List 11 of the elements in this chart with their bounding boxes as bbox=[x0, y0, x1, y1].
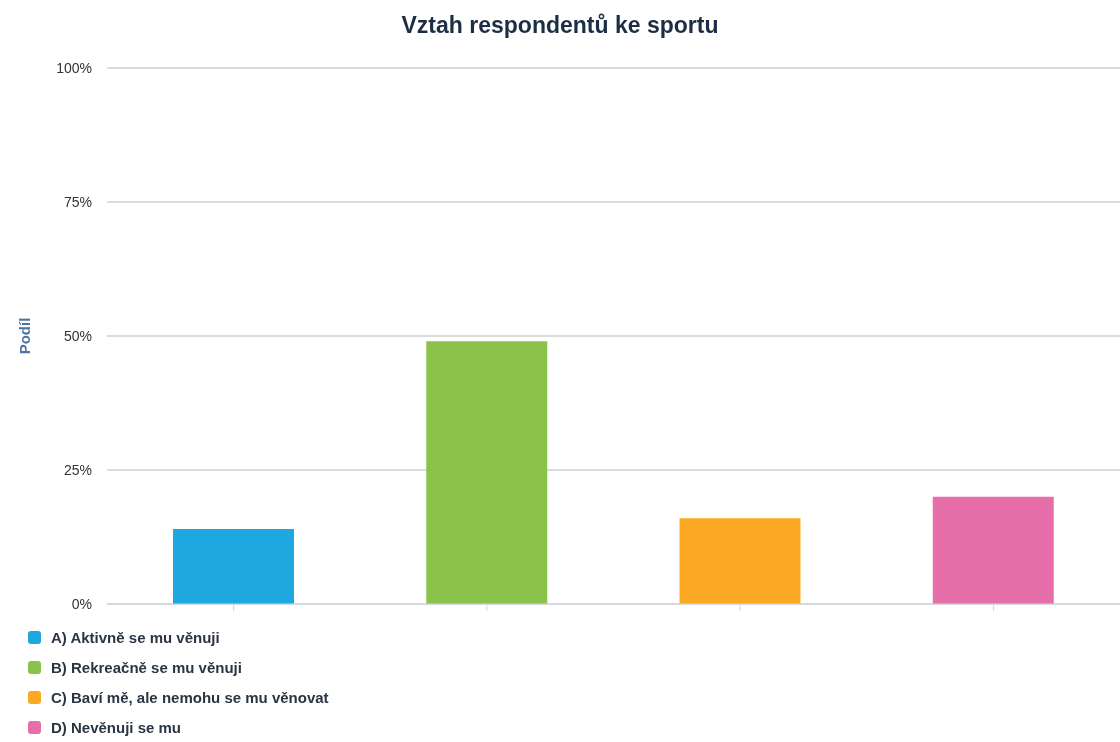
legend-label: D) Nevěnuji se mu bbox=[51, 718, 182, 736]
y-tick-label: 50% bbox=[63, 327, 92, 344]
legend-label: C) Baví mě, ale nemohu se mu věnovat bbox=[51, 688, 329, 706]
y-axis-title: Podíl bbox=[15, 317, 33, 355]
y-tick-label: 25% bbox=[63, 461, 92, 478]
y-tick-label: 100% bbox=[56, 59, 92, 76]
y-tick-label: 75% bbox=[63, 193, 92, 210]
chart-title: Vztah respondentů ke sportu bbox=[400, 12, 720, 39]
legend-label: A) Aktivně se mu věnuji bbox=[51, 628, 220, 646]
y-tick-label: 0% bbox=[71, 595, 92, 612]
legend-label: B) Rekreačně se mu věnuji bbox=[51, 658, 242, 676]
